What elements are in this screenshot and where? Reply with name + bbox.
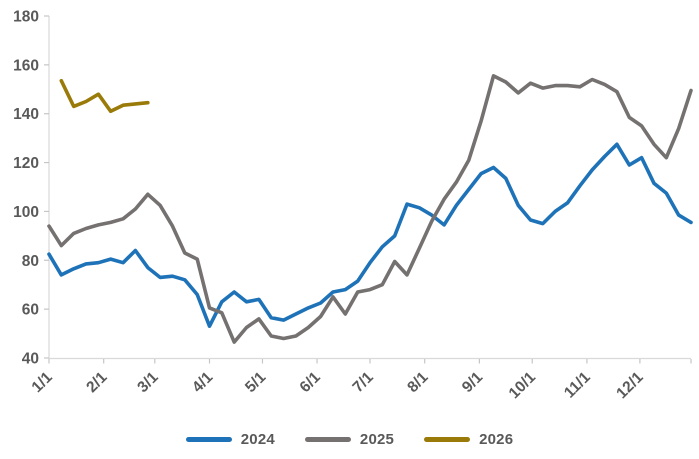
y-axis-label: 120 xyxy=(13,155,39,172)
x-axis-label: 3/1 xyxy=(134,369,162,397)
x-axis-label: 9/1 xyxy=(459,369,487,397)
x-axis-label: 8/1 xyxy=(404,369,432,397)
legend-label: 2025 xyxy=(359,431,395,448)
x-axis-label: 10/1 xyxy=(506,369,540,403)
legend-line-swatch xyxy=(185,437,232,442)
y-axis-label: 40 xyxy=(22,351,39,368)
y-axis-label: 80 xyxy=(22,253,39,270)
x-axis-label: 1/1 xyxy=(29,369,57,397)
series-line-2025 xyxy=(47,74,693,344)
legend-line-swatch xyxy=(304,437,351,442)
y-axis-label: 100 xyxy=(13,204,39,221)
legend-line-swatch xyxy=(424,437,471,442)
y-axis-label: 180 xyxy=(13,9,39,26)
chart-legend: 2024 2025 2026 xyxy=(0,420,699,459)
x-axis-label: 4/1 xyxy=(189,369,217,397)
series-line-2026 xyxy=(59,78,150,114)
x-axis-label: 6/1 xyxy=(297,369,325,397)
y-axis-label: 160 xyxy=(13,57,39,74)
x-axis-label: 5/1 xyxy=(242,369,270,397)
legend-label: 2024 xyxy=(240,431,275,448)
x-axis-label: 7/1 xyxy=(350,369,378,397)
legend-item-2024: 2024 xyxy=(185,431,275,448)
chart-plot-area: 40 60 80 100 120 140 160 180 1/1 2/1 3/1 4/1 5/1 6/1 7… xyxy=(13,9,693,403)
series-line-2024 xyxy=(47,142,693,329)
x-axis-label: 11/1 xyxy=(561,369,594,402)
legend-item-2025: 2025 xyxy=(304,431,395,448)
legend-label: 2026 xyxy=(479,431,514,448)
x-axis-label: 2/1 xyxy=(83,369,111,397)
legend-item-2026: 2026 xyxy=(424,431,513,448)
x-axis-label: 12/1 xyxy=(613,369,647,403)
y-axis-label: 60 xyxy=(22,302,39,319)
y-axis-label: 140 xyxy=(13,106,39,123)
